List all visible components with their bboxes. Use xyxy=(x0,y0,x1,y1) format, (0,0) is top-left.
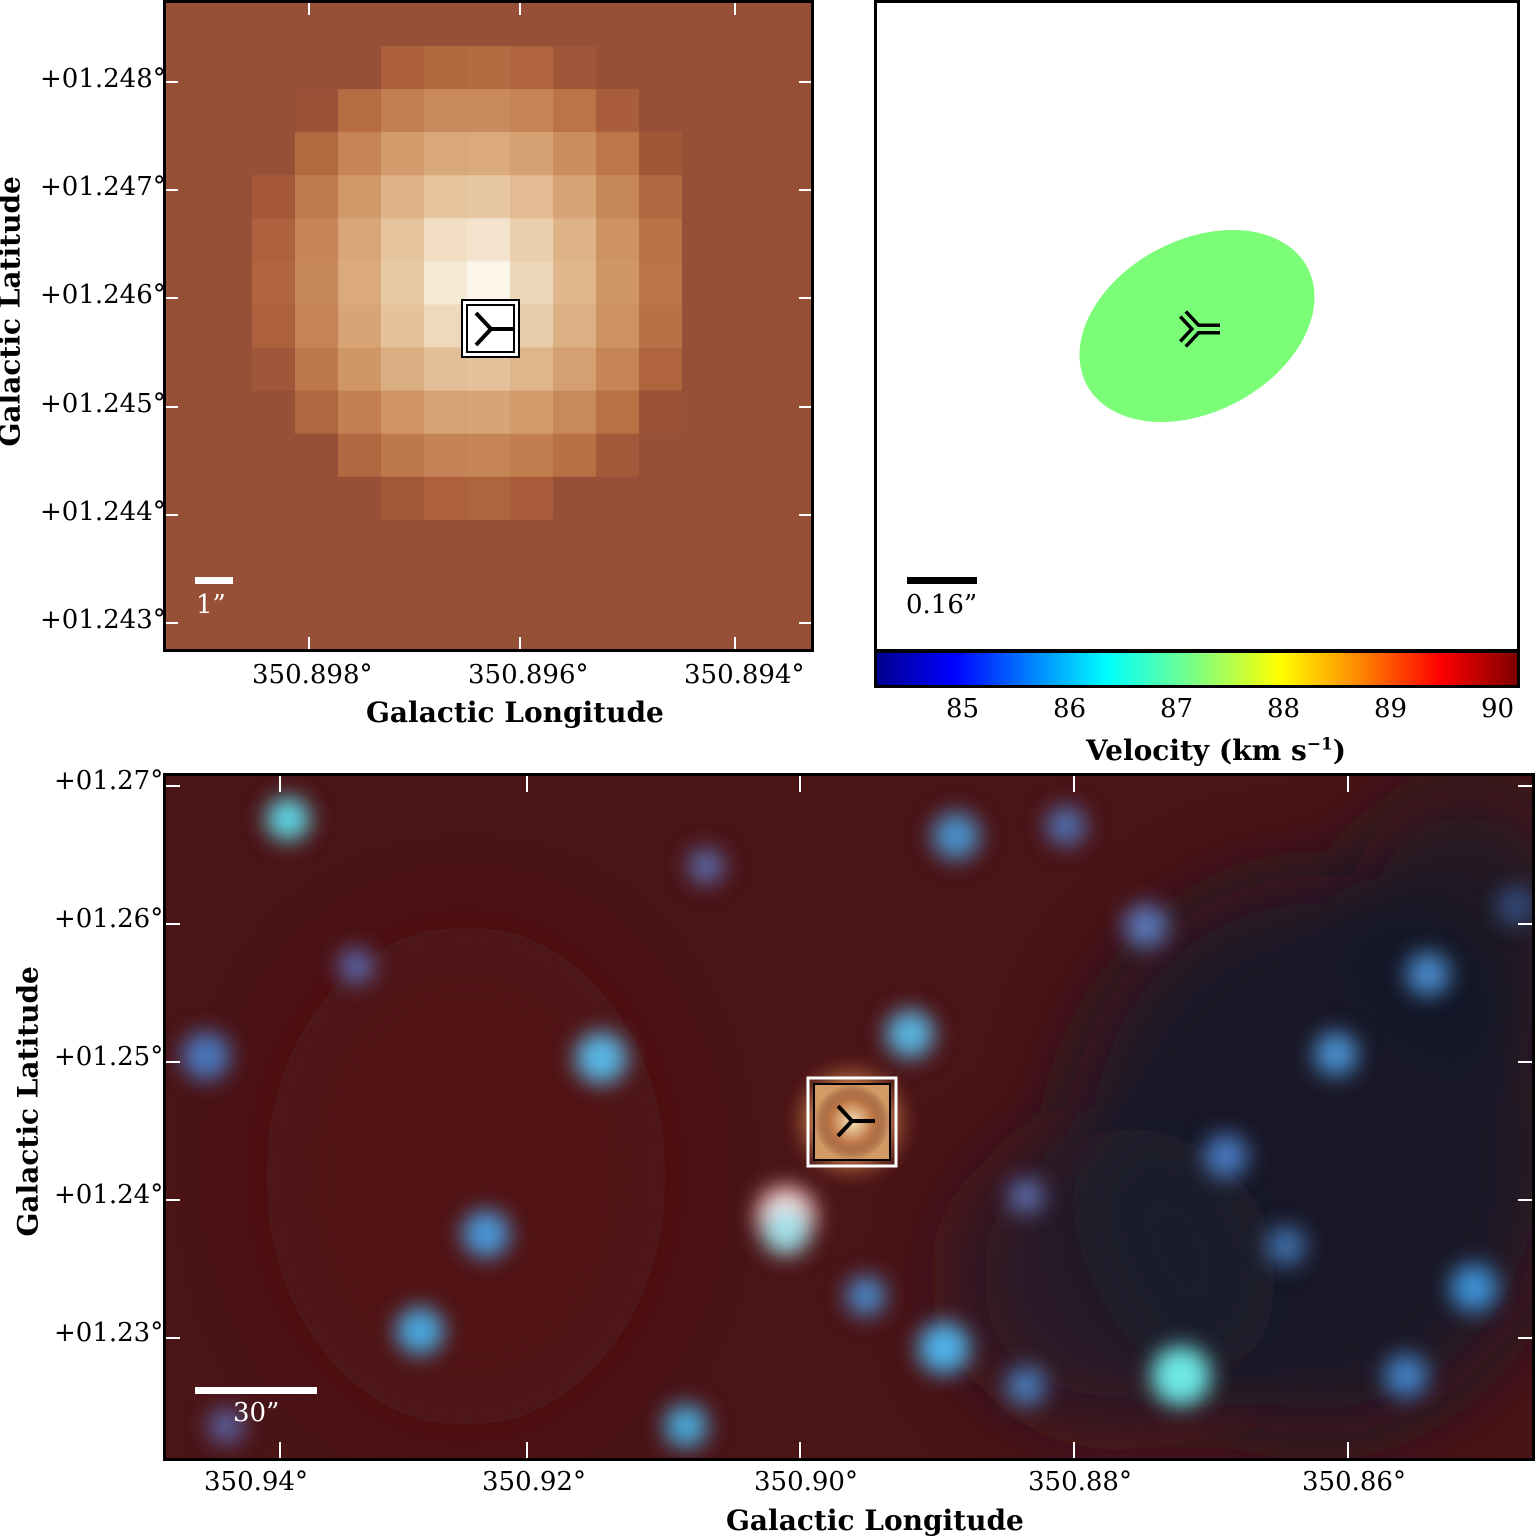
scale-bar-label: 1” xyxy=(196,590,226,620)
y-tick-label: +01.246° xyxy=(40,280,166,310)
y-tick-label: +01.25° xyxy=(54,1042,164,1072)
y-tick-label: +01.23° xyxy=(54,1318,164,1348)
scale-bar xyxy=(907,577,977,584)
scale-bar xyxy=(195,577,233,584)
tri-left-marker-icon xyxy=(836,1104,875,1138)
y-tick-label: +01.26° xyxy=(54,904,164,934)
x-axis-title: Galactic Longitude xyxy=(726,1504,1024,1537)
x-tick-label: 350.92° xyxy=(482,1467,586,1497)
scale-bar xyxy=(195,1387,317,1394)
x-tick-label: 350.86° xyxy=(1302,1467,1406,1497)
colorbar-tick-label: 90 xyxy=(1481,694,1515,724)
colorbar-tick-label: 85 xyxy=(946,694,980,724)
y-axis-title: Galactic Latitude xyxy=(11,966,45,1237)
y-tick-label: +01.244° xyxy=(40,497,166,527)
top-right-velocity-panel xyxy=(874,0,1520,652)
rgb-composite-image xyxy=(166,776,1532,1458)
x-tick-label: 350.896° xyxy=(468,660,589,690)
y-tick-label: +01.245° xyxy=(40,389,166,419)
scale-bar-label: 0.16” xyxy=(906,590,978,620)
scale-bar-label: 30” xyxy=(233,1398,280,1428)
colorbar-title: Velocity (km s−1) xyxy=(1086,734,1347,767)
y-axis-title-wrap: Galactic Latitude xyxy=(0,176,140,446)
x-axis-title: Galactic Longitude xyxy=(366,696,664,729)
pixel-map xyxy=(166,3,811,649)
x-tick-label: 350.94° xyxy=(204,1467,308,1497)
x-tick-label: 350.88° xyxy=(1028,1467,1132,1497)
colorbar xyxy=(874,650,1520,688)
y-tick-label: +01.24° xyxy=(54,1180,164,1210)
x-tick-label: 350.898° xyxy=(252,660,373,690)
colorbar-tick-label: 88 xyxy=(1267,694,1301,724)
colorbar-tick-label: 86 xyxy=(1053,694,1087,724)
colorbar-tick-label: 89 xyxy=(1374,694,1408,724)
x-tick-label: 350.894° xyxy=(684,660,805,690)
top-left-image-panel xyxy=(163,0,814,652)
y-tick-label: +01.243° xyxy=(40,605,166,635)
y-axis-title-wrap: Galactic Latitude xyxy=(0,966,158,1236)
marker-box xyxy=(806,1076,898,1168)
x-tick-label: 350.90° xyxy=(754,1467,858,1497)
y-tick-label: +01.247° xyxy=(40,172,166,202)
colorbar-tick-label: 87 xyxy=(1160,694,1194,724)
y-axis-title: Galactic Latitude xyxy=(0,176,27,447)
y-tick-label: +01.248° xyxy=(40,64,166,94)
bottom-infrared-image-panel xyxy=(163,773,1535,1461)
tri-left-marker-icon xyxy=(474,311,513,347)
y-tick-label: +01.27° xyxy=(54,766,164,796)
